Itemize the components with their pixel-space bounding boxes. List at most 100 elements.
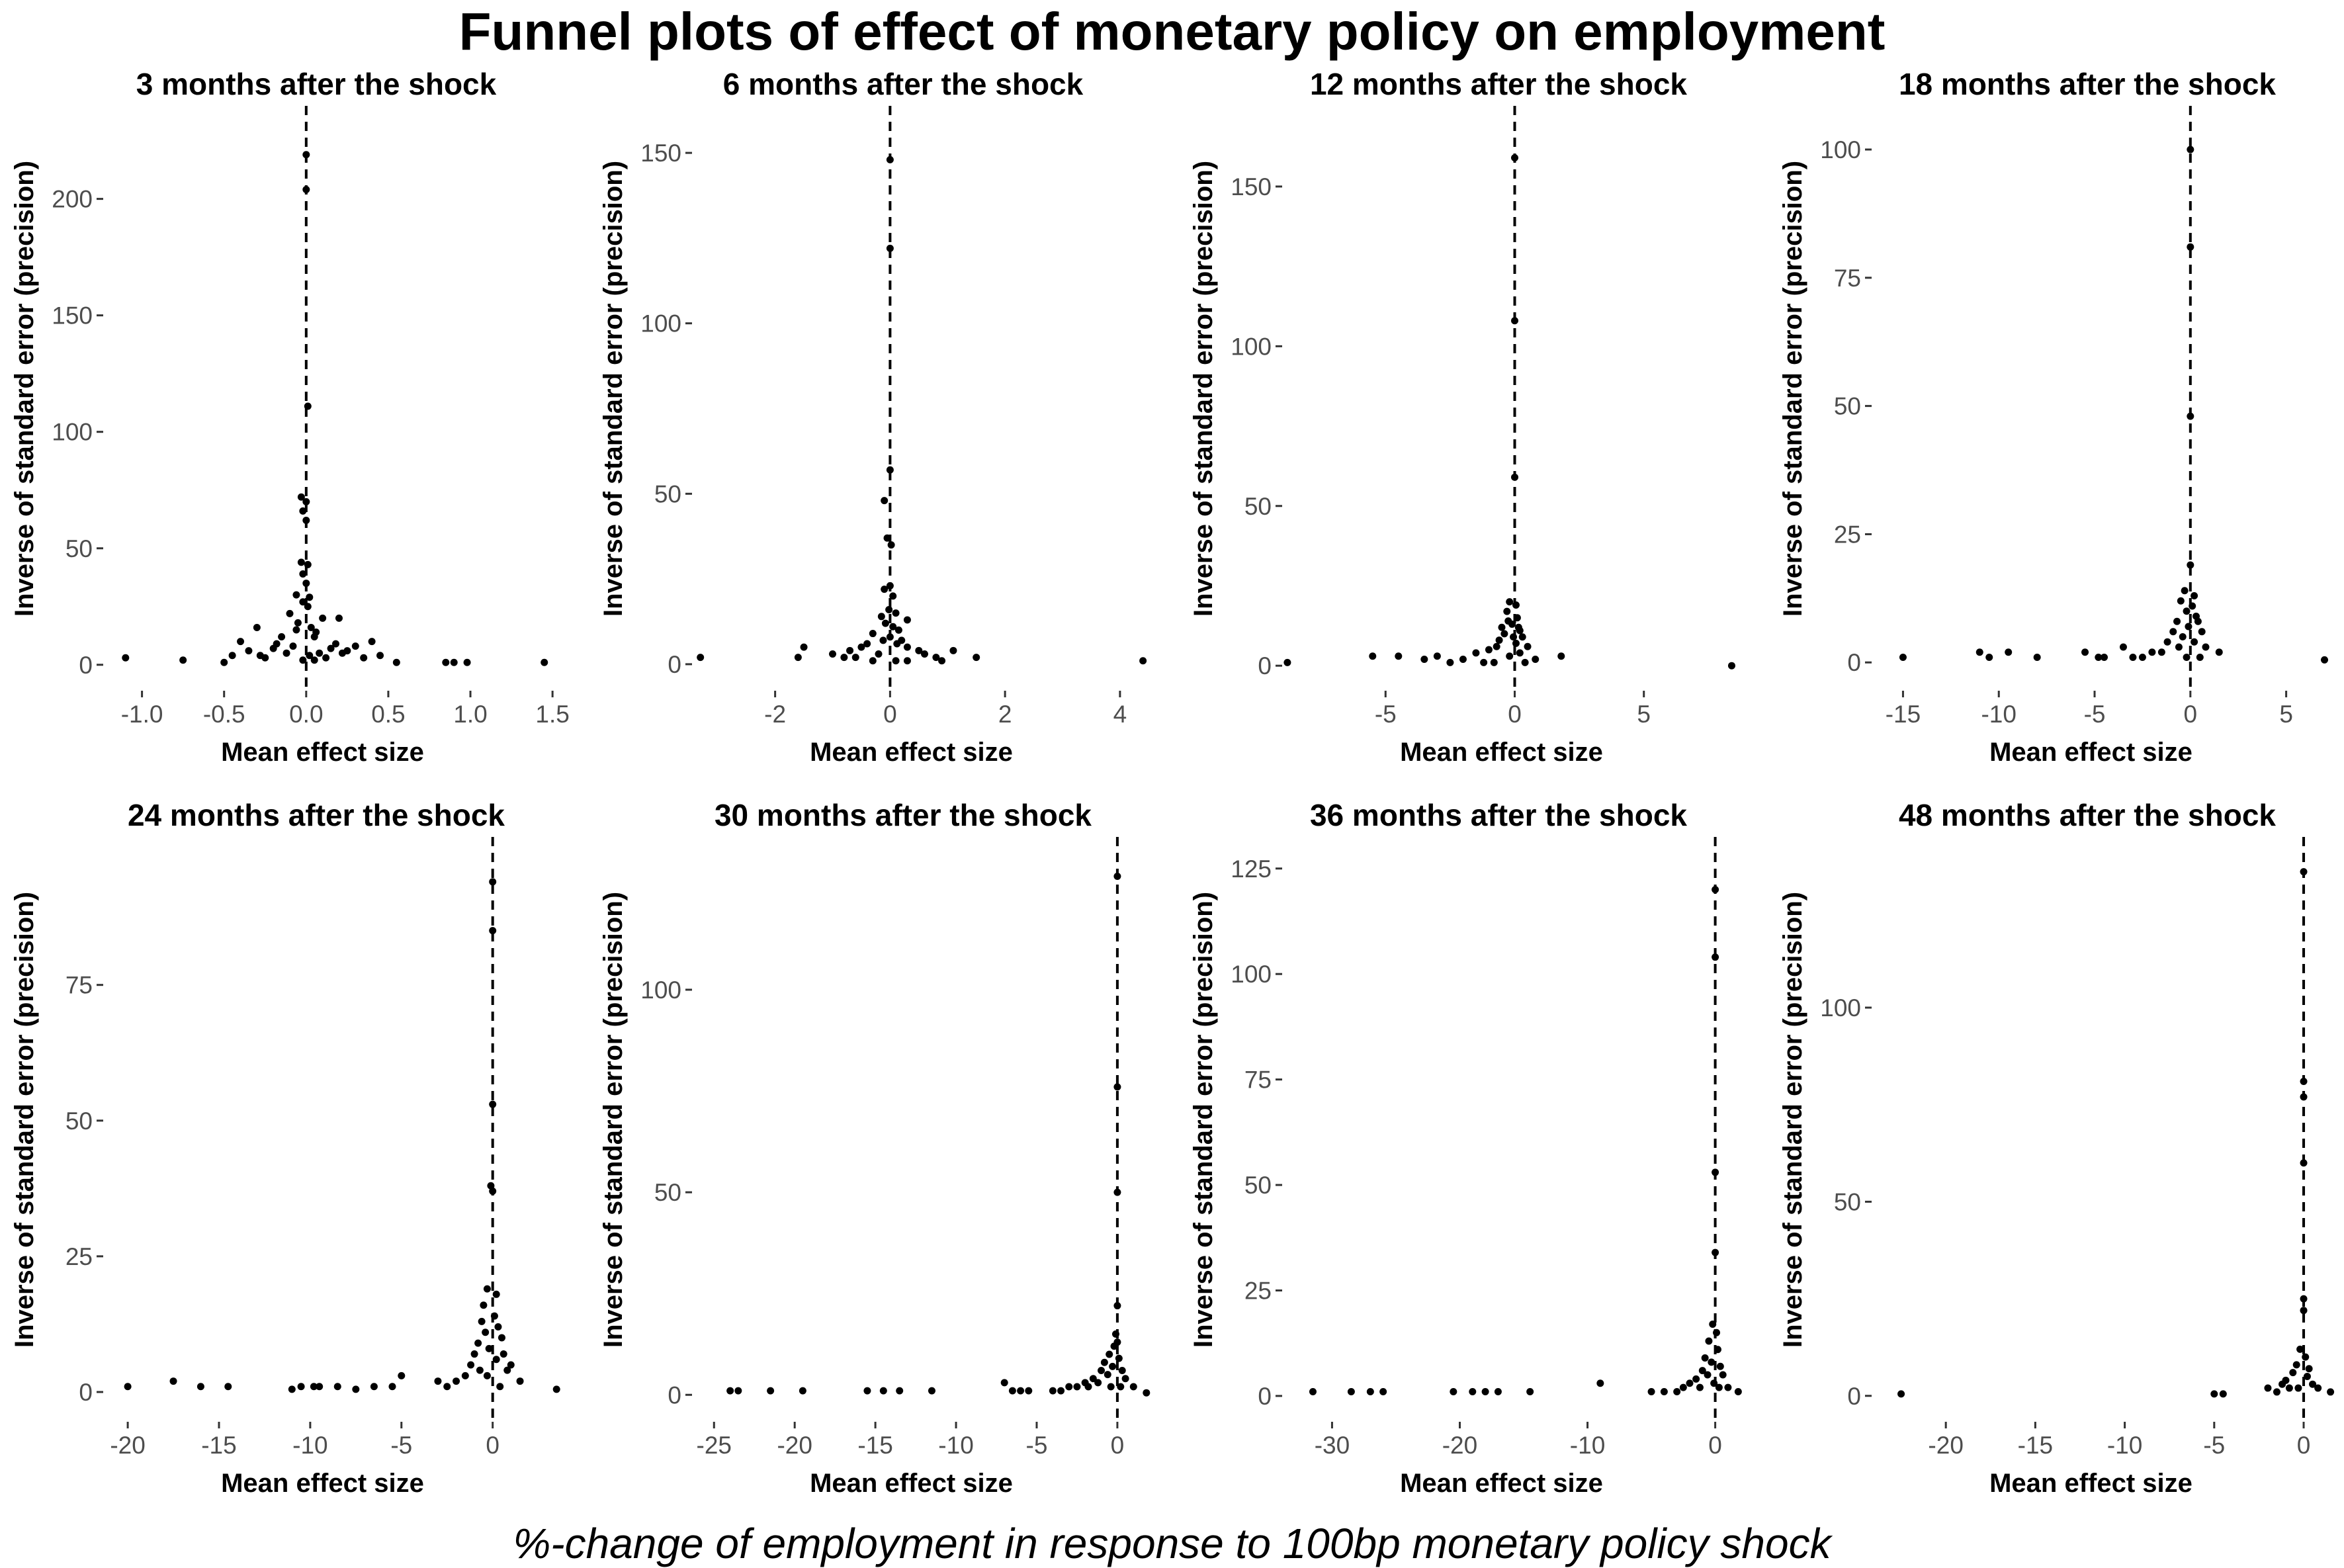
- data-point: [734, 1387, 742, 1395]
- data-point: [478, 1317, 486, 1325]
- data-point: [1513, 614, 1521, 622]
- data-point: [310, 656, 318, 664]
- data-point: [886, 633, 894, 641]
- data-point: [2179, 632, 2187, 640]
- data-point: [292, 591, 300, 599]
- data-point: [297, 558, 305, 566]
- x-tick-label: -30: [1315, 1432, 1350, 1459]
- y-tick-label: 100: [1820, 994, 1861, 1022]
- data-point: [697, 654, 705, 662]
- data-point: [1526, 1388, 1534, 1396]
- y-tick-label: 50: [654, 1179, 681, 1206]
- data-point: [2187, 412, 2194, 420]
- data-point: [297, 1383, 305, 1391]
- x-axis-label: Mean effect size: [810, 1469, 1013, 1498]
- x-axis-label: Mean effect size: [221, 738, 424, 767]
- data-point: [1647, 1388, 1655, 1396]
- data-point: [1975, 648, 1983, 656]
- x-tick-label: 0: [883, 701, 897, 728]
- data-point: [1673, 1388, 1681, 1396]
- data-point: [1485, 646, 1493, 654]
- data-point: [903, 616, 911, 624]
- data-point: [302, 151, 310, 159]
- data-point: [938, 657, 946, 665]
- data-point: [256, 652, 264, 660]
- data-point: [903, 643, 911, 651]
- data-point: [1000, 1379, 1008, 1387]
- x-tick-label: -5: [2203, 1432, 2225, 1459]
- data-point: [1705, 1337, 1713, 1345]
- y-tick-label: 0: [1847, 1383, 1861, 1410]
- data-point: [273, 640, 281, 648]
- data-point: [2191, 638, 2198, 646]
- data-point: [245, 647, 253, 655]
- data-point: [1065, 1383, 1073, 1391]
- y-tick-label: 100: [1231, 333, 1272, 360]
- data-point: [1379, 1388, 1387, 1396]
- data-point: [552, 1385, 560, 1393]
- data-point: [352, 1385, 360, 1393]
- data-point: [1692, 1375, 1700, 1383]
- data-point: [443, 1383, 451, 1391]
- data-point: [894, 626, 902, 634]
- data-point: [1511, 473, 1518, 481]
- data-point: [1511, 317, 1518, 325]
- data-point: [1512, 639, 1520, 647]
- x-axis-label: Mean effect size: [1400, 1469, 1603, 1498]
- panel-3: 12 months after the shock 0 50 100 150 -5 0 5 Me…: [1189, 67, 1735, 767]
- data-point: [883, 534, 891, 542]
- data-point: [1025, 1387, 1033, 1395]
- data-point: [2033, 653, 2041, 661]
- data-point: [2194, 617, 2202, 625]
- data-point: [887, 541, 895, 549]
- x-tick-label: 1.0: [453, 701, 487, 728]
- data-point: [224, 1383, 232, 1391]
- data-point: [1503, 607, 1511, 615]
- data-point: [2173, 617, 2181, 625]
- panel-title: 24 months after the shock: [128, 798, 505, 832]
- data-point: [316, 649, 324, 657]
- data-point: [1113, 1083, 1121, 1091]
- data-point: [1420, 656, 1428, 664]
- data-point: [470, 1350, 478, 1358]
- x-tick-label: -1.0: [121, 701, 163, 728]
- data-point: [1660, 1388, 1668, 1396]
- y-tick-label: 25: [1834, 521, 1861, 548]
- x-tick-label: -5: [1375, 701, 1397, 728]
- y-tick-label: 50: [65, 535, 93, 562]
- data-point: [122, 654, 130, 662]
- data-point: [489, 878, 497, 886]
- data-point: [2138, 653, 2146, 661]
- data-point: [1514, 623, 1522, 631]
- x-axis-label: Mean effect size: [810, 738, 1013, 767]
- data-point: [889, 623, 897, 631]
- data-point: [322, 654, 330, 662]
- data-point: [875, 650, 883, 658]
- data-point: [302, 186, 310, 194]
- data-point: [1557, 652, 1565, 660]
- data-point: [2264, 1384, 2272, 1392]
- data-point: [1719, 1371, 1727, 1379]
- data-point: [1493, 642, 1500, 650]
- data-point: [541, 658, 548, 666]
- data-point: [726, 1387, 734, 1395]
- data-point: [312, 629, 320, 636]
- x-tick-label: -20: [1928, 1432, 1963, 1459]
- data-point: [1698, 1367, 1706, 1375]
- x-tick-label: -10: [2107, 1432, 2142, 1459]
- data-point: [794, 654, 802, 662]
- data-point: [1724, 1383, 1732, 1391]
- data-point: [483, 1285, 491, 1293]
- data-point: [286, 609, 294, 617]
- x-tick-label: 0: [2184, 701, 2198, 728]
- data-point: [392, 658, 400, 666]
- data-point: [1121, 1375, 1129, 1383]
- x-tick-label: -10: [1981, 701, 2016, 728]
- data-point: [442, 658, 450, 666]
- y-tick-label: 100: [1231, 961, 1272, 988]
- data-point: [302, 517, 310, 524]
- data-point: [1518, 633, 1526, 641]
- data-point: [1104, 1371, 1111, 1379]
- data-point: [228, 652, 236, 660]
- data-point: [1017, 1387, 1025, 1395]
